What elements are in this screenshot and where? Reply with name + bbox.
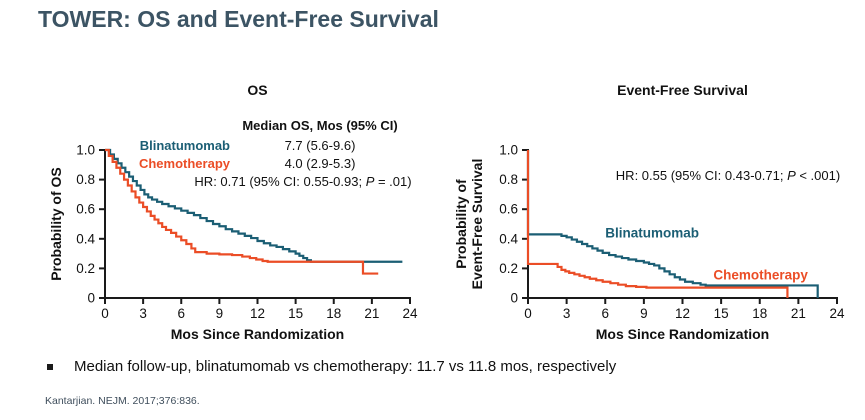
y-tick-label: 0.6	[499, 202, 518, 217]
x-tick-label: 6	[177, 306, 185, 321]
blinatumomab-curve	[526, 150, 819, 298]
x-tick-label: 9	[640, 306, 648, 321]
x-tick-label: 21	[364, 306, 379, 321]
x-tick-label: 21	[791, 306, 806, 321]
y-tick-label: 0.6	[76, 202, 95, 217]
os-plot: 0 0.2 0.4 0.6 0.8 1.0 0 3 6 9 12 15 18 21 24	[76, 143, 418, 322]
x-tick-label: 15	[714, 306, 729, 321]
y-tick-label: 1.0	[76, 143, 95, 158]
legend-chemotherapy-label: Chemotherapy	[138, 156, 230, 171]
x-tick-label: 3	[563, 306, 571, 321]
page-title: TOWER: OS and Event-Free Survival	[38, 6, 439, 32]
median-os-blinatumomab-value: 7.7 (5.6-9.6)	[284, 138, 356, 153]
axes	[104, 149, 411, 299]
efs-chart: Event-Free Survival Probability of Event…	[445, 76, 861, 358]
y-tick-label: 0.8	[499, 172, 518, 187]
x-tick-label: 18	[326, 306, 341, 321]
os-x-axis-label: Mos Since Randomization	[170, 326, 345, 342]
os-chart: OS Probability of OS 0 0.2 0.4 0.6 0.8 1.0 0 3 6…	[40, 76, 432, 358]
efs-hazard-ratio-annotation: HR: 0.55 (95% CI: 0.43-0.71; P < .001)	[615, 168, 841, 183]
x-tick-label: 24	[829, 306, 845, 321]
os-chart-title: OS	[247, 82, 268, 98]
os-hazard-ratio-annotation: HR: 0.71 (95% CI: 0.55-0.93; P = .01)	[194, 174, 412, 189]
y-tick-label: 0.2	[76, 261, 95, 276]
legend-blinatumomab-label: Blinatumomab	[139, 138, 230, 153]
y-tick-label: 0.4	[76, 231, 95, 246]
blinatumomab-curve-label: Blinatumomab	[605, 225, 699, 240]
y-tick-label: 0	[510, 291, 518, 306]
efs-plot: 0 0.2 0.4 0.6 0.8 1.0 0 3 6 9 12 15 18 21 24 Blinatumom…	[499, 143, 845, 322]
x-tick-label: 3	[139, 306, 147, 321]
median-os-chemotherapy-value: 4.0 (2.9-5.3)	[284, 156, 356, 171]
chemotherapy-curve	[105, 148, 379, 275]
y-tick-label: 0	[87, 291, 95, 306]
median-os-header: Median OS, Mos (95% CI)	[242, 118, 398, 133]
efs-x-axis-label: Mos Since Randomization	[595, 326, 770, 342]
blinatumomab-curve	[105, 148, 403, 263]
y-tick-label: 1.0	[499, 143, 518, 158]
bullet-square-icon	[47, 364, 53, 370]
x-tick-label: 12	[675, 306, 690, 321]
y-tick-label: 0.2	[499, 261, 518, 276]
x-tick-label: 15	[288, 306, 303, 321]
footnote-bullet-item: Median follow-up, blinatumomab vs chemot…	[47, 358, 616, 375]
efs-chart-title: Event-Free Survival	[617, 82, 748, 98]
chemotherapy-curve	[526, 150, 789, 298]
x-tick-label: 0	[524, 306, 532, 321]
y-tick-label: 0.8	[76, 172, 95, 187]
x-tick-label: 6	[601, 306, 609, 321]
x-tick-label: 9	[216, 306, 224, 321]
x-tick-label: 18	[752, 306, 767, 321]
x-tick-label: 12	[250, 306, 265, 321]
x-tick-label: 24	[402, 306, 418, 321]
y-tick-label: 0.4	[499, 231, 518, 246]
citation: Kantarjian. NEJM. 2017;376:836.	[45, 395, 200, 407]
chemotherapy-curve-label: Chemotherapy	[713, 268, 808, 283]
footnote-text: Median follow-up, blinatumomab vs chemot…	[74, 358, 617, 375]
x-tick-label: 0	[101, 306, 109, 321]
